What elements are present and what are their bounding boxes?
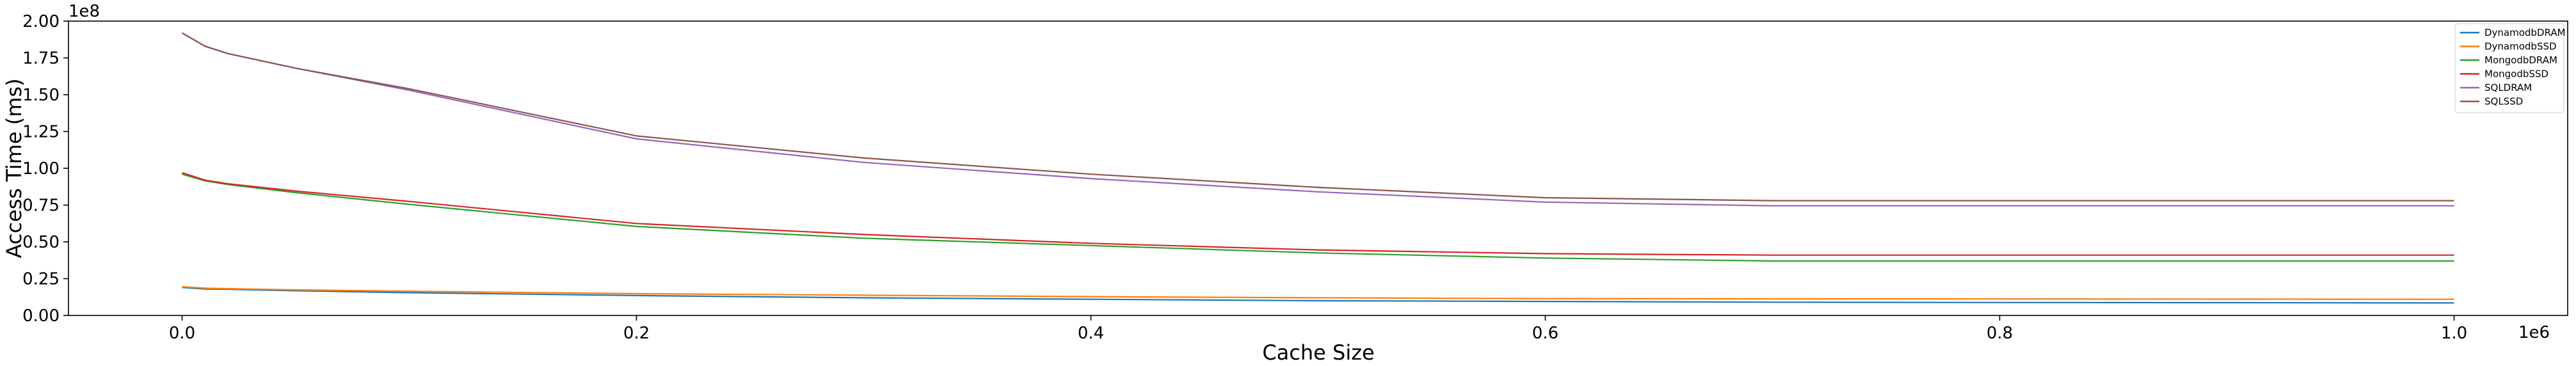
series-line-3 (182, 171, 2454, 256)
x-tick-label: 0.6 (1532, 324, 1558, 343)
x-tick-label: 0.2 (623, 324, 650, 343)
series-line-5 (181, 32, 2454, 202)
x-tick-label: 0.8 (1987, 324, 2013, 343)
series-layer (181, 32, 2454, 304)
x-axis-label: Cache Size (1262, 340, 1374, 365)
legend: DynamodbDRAM DynamodbSSD MongodbDRAM Mongod… (2454, 23, 2566, 113)
legend-entry: MongodbSSD (2484, 68, 2548, 80)
legend-entry: SQLDRAM (2484, 82, 2532, 93)
y-tick-label: 1.25 (22, 123, 60, 142)
x-tick-label: 1.0 (2441, 324, 2467, 343)
legend-box (2454, 23, 2564, 113)
legend-entry: SQLSSD (2484, 96, 2523, 107)
legend-entry: MongodbDRAM (2484, 54, 2557, 66)
y-axis: 0.00 0.25 0.50 0.75 1.00 1.25 1.50 1.75 2.00 (22, 12, 68, 326)
y-tick-label: 1.50 (22, 86, 60, 105)
y-tick-label: 2.00 (22, 12, 60, 31)
series-line-2 (182, 173, 2454, 262)
x-axis: 0.0 0.2 0.4 0.6 0.8 1.0 (169, 315, 2467, 343)
y-tick-label: 0.50 (22, 233, 60, 252)
y-tick-label: 0.00 (22, 306, 60, 326)
y-tick-label: 1.00 (22, 159, 60, 179)
y-tick-label: 0.25 (22, 270, 60, 289)
series-line-1 (182, 286, 2454, 300)
y-tick-label: 1.75 (22, 49, 60, 68)
x-offset-label: 1e6 (2518, 323, 2550, 342)
y-offset-label: 1e8 (68, 2, 100, 21)
x-tick-label: 0.4 (1078, 324, 1104, 343)
y-tick-label: 0.75 (22, 196, 60, 216)
legend-entry: DynamodbDRAM (2484, 27, 2566, 38)
y-axis-label: Access Time (ms) (2, 78, 26, 258)
x-tick-label: 0.0 (169, 324, 195, 343)
legend-entry: DynamodbSSD (2484, 41, 2557, 52)
